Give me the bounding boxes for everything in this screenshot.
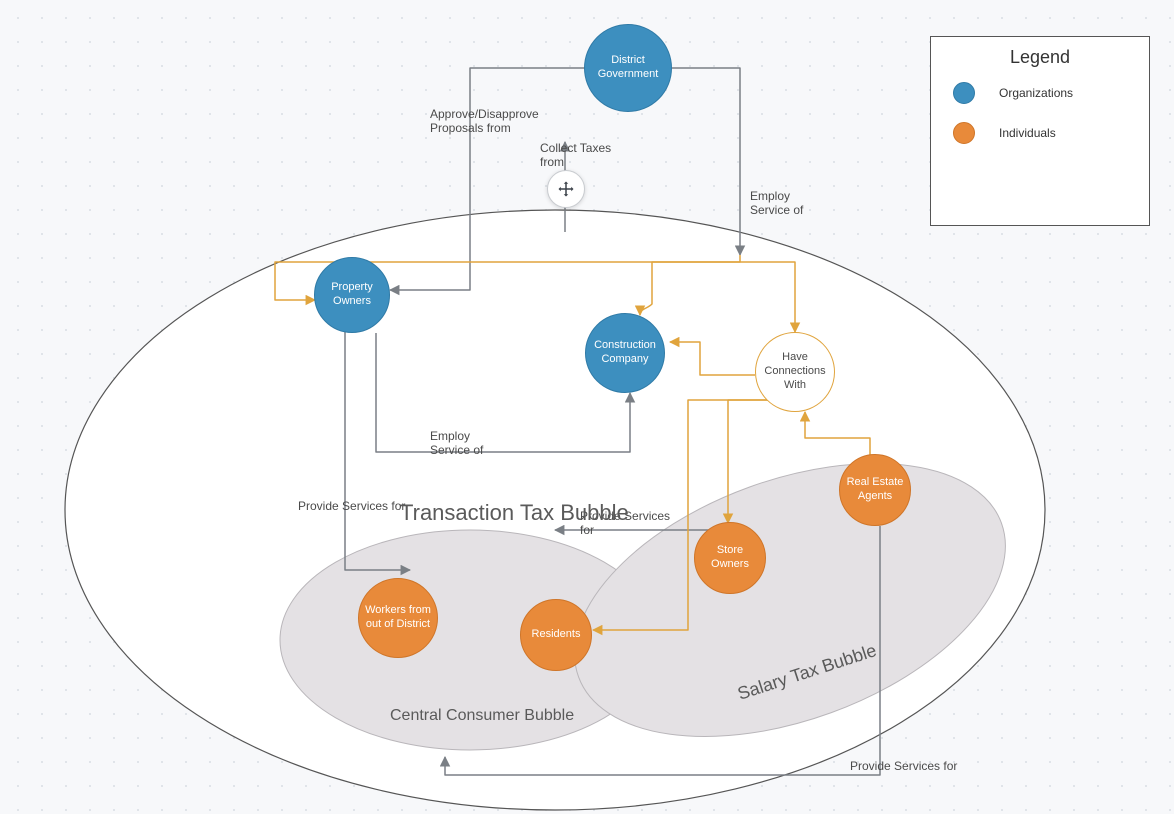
legend-panel[interactable]: Legend Organizations Individuals bbox=[930, 36, 1150, 226]
legend-item-individuals: Individuals bbox=[931, 122, 1149, 144]
node-workers-out-district[interactable]: Workers from out of District bbox=[358, 578, 438, 658]
legend-swatch-ind bbox=[953, 122, 975, 144]
node-district-government[interactable]: District Government bbox=[584, 24, 672, 112]
legend-swatch-org bbox=[953, 82, 975, 104]
node-label: Store Owners bbox=[699, 544, 761, 572]
node-label: District Government bbox=[589, 54, 667, 82]
diagram-canvas[interactable]: Central Consumer BubbleSalary Tax Bubble… bbox=[0, 0, 1174, 814]
bubble-label-consumer: Central Consumer Bubble bbox=[390, 707, 574, 724]
node-label: Residents bbox=[532, 628, 581, 642]
node-real-estate-agents[interactable]: Real Estate Agents bbox=[839, 454, 911, 526]
node-have-connections-with[interactable]: Have Connections With bbox=[755, 332, 835, 412]
node-label: Construction Company bbox=[590, 339, 660, 367]
legend-title: Legend bbox=[931, 47, 1149, 68]
node-store-owners[interactable]: Store Owners bbox=[694, 522, 766, 594]
legend-label: Organizations bbox=[999, 86, 1073, 100]
move-icon bbox=[557, 180, 575, 198]
move-handle[interactable] bbox=[547, 170, 585, 208]
edge-label-svc_own: Provide Services for bbox=[298, 499, 405, 513]
node-label: Real Estate Agents bbox=[844, 476, 906, 504]
edge-label-employ_gov: EmployService of bbox=[750, 189, 804, 217]
edge-label-collect: Collect Taxesfrom bbox=[540, 141, 611, 169]
edge-label-approve: Approve/DisapproveProposals from bbox=[430, 107, 539, 135]
legend-label: Individuals bbox=[999, 126, 1056, 140]
legend-item-organizations: Organizations bbox=[931, 82, 1149, 104]
node-label: Have Connections With bbox=[756, 351, 834, 392]
node-label: Workers from out of District bbox=[363, 604, 433, 632]
edge-label-svc_agents: Provide Services for bbox=[850, 759, 957, 773]
node-construction-company[interactable]: Construction Company bbox=[585, 313, 665, 393]
node-residents[interactable]: Residents bbox=[520, 599, 592, 671]
node-property-owners[interactable]: Property Owners bbox=[314, 257, 390, 333]
node-label: Property Owners bbox=[319, 281, 385, 309]
